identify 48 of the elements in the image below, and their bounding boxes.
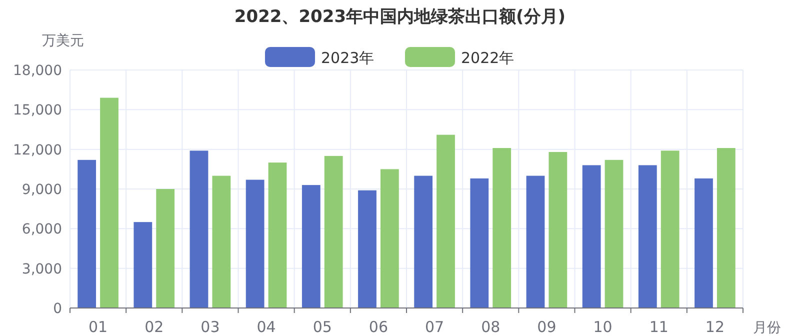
x-tick-label: 10 [593,318,612,336]
legend-label: 2023年 [321,49,374,67]
chart-title: 2022、2023年中国内地绿茶出口额(分月) [234,7,566,27]
bar [324,156,343,308]
bar [436,134,455,308]
bar [548,152,568,308]
x-tick-label: 03 [200,318,220,336]
bar [716,148,736,308]
bar [638,165,657,308]
x-tick-label: 12 [705,318,725,336]
bar [358,190,376,308]
x-tick-label: 08 [481,318,500,336]
bar [604,160,624,308]
x-tick-label: 04 [256,318,276,336]
x-tick-label: 07 [424,318,444,336]
bar [380,169,399,308]
bar [582,165,601,308]
y-tick-label: 0 [53,301,62,317]
bar [694,178,713,308]
bar [156,189,175,308]
bar [526,176,545,308]
bar [414,176,433,308]
bar [134,222,152,308]
y-axis-title: 万美元 [42,33,84,49]
x-tick-label: 02 [144,318,164,336]
y-tick-label: 18,000 [13,63,62,79]
bar [470,178,489,308]
y-tick-label: 6,000 [22,222,62,238]
bar [302,185,320,308]
bar [190,150,208,308]
y-tick-label: 12,000 [13,142,62,158]
bar [246,180,264,308]
bar [78,160,96,308]
legend-label: 2022年 [461,49,514,67]
bar [100,98,118,308]
y-tick-label: 15,000 [13,102,62,119]
bar [492,148,512,308]
y-tick-label: 9,000 [22,182,62,198]
bar [660,150,680,308]
x-axis-title: 月份 [753,320,781,336]
x-tick-label: 09 [537,318,556,336]
x-tick-label: 05 [312,318,332,336]
bar [212,176,231,308]
x-tick-label: 11 [649,318,668,336]
bar [268,162,287,308]
y-tick-label: 3,000 [22,261,62,278]
x-tick-label: 01 [88,318,108,336]
x-tick-label: 06 [368,318,388,336]
